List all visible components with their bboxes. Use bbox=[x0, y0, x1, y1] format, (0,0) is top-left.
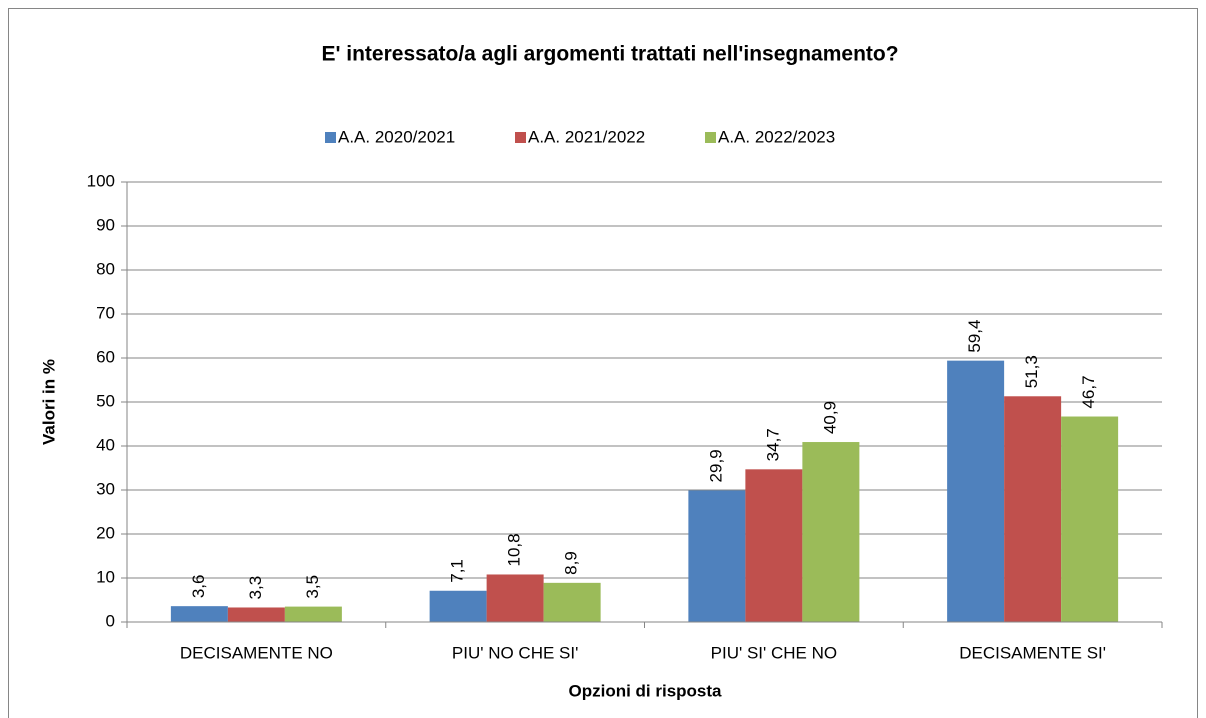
y-tick-label: 100 bbox=[87, 171, 115, 190]
x-tick-label: DECISAMENTE NO bbox=[180, 643, 333, 662]
data-label: 29,9 bbox=[706, 449, 725, 482]
data-label: 46,7 bbox=[1079, 375, 1098, 408]
bar bbox=[227, 607, 285, 622]
x-tick-label: DECISAMENTE SI' bbox=[959, 643, 1106, 662]
bar bbox=[543, 582, 601, 622]
data-label: 59,4 bbox=[965, 320, 984, 353]
data-label: 10,8 bbox=[505, 533, 524, 566]
bar bbox=[1004, 396, 1062, 622]
bar bbox=[802, 442, 860, 622]
bar bbox=[688, 490, 746, 622]
bar bbox=[429, 590, 487, 622]
y-tick-label: 70 bbox=[96, 303, 115, 322]
bar bbox=[947, 360, 1005, 622]
data-label: 40,9 bbox=[820, 401, 839, 434]
bar bbox=[170, 606, 228, 622]
legend-label: A.A. 2020/2021 bbox=[338, 127, 455, 146]
data-label: 51,3 bbox=[1022, 355, 1041, 388]
data-label: 3,5 bbox=[303, 575, 322, 599]
legend-swatch bbox=[705, 132, 716, 143]
y-tick-label: 80 bbox=[96, 259, 115, 278]
x-axis-label: Opzioni di risposta bbox=[568, 681, 722, 700]
legend-swatch bbox=[325, 132, 336, 143]
chart-title: E' interessato/a agli argomenti trattati… bbox=[321, 43, 898, 66]
x-tick-label: PIU' NO CHE SI' bbox=[452, 643, 578, 662]
y-tick-label: 10 bbox=[96, 567, 115, 586]
data-label: 3,3 bbox=[246, 576, 265, 600]
y-tick-label: 40 bbox=[96, 435, 115, 454]
y-tick-label: 20 bbox=[96, 523, 115, 542]
bar bbox=[745, 469, 803, 622]
legend-label: A.A. 2022/2023 bbox=[718, 127, 835, 146]
bar bbox=[1061, 416, 1119, 622]
x-tick-label: PIU' SI' CHE NO bbox=[711, 643, 837, 662]
y-tick-label: 30 bbox=[96, 479, 115, 498]
y-tick-label: 60 bbox=[96, 347, 115, 366]
data-label: 3,6 bbox=[189, 575, 208, 599]
legend-swatch bbox=[515, 132, 526, 143]
data-label: 7,1 bbox=[448, 559, 467, 583]
y-tick-label: 0 bbox=[106, 611, 115, 630]
y-axis-label: Valori in % bbox=[39, 359, 58, 445]
bar bbox=[284, 606, 342, 622]
y-tick-label: 90 bbox=[96, 215, 115, 234]
y-tick-label: 50 bbox=[96, 391, 115, 410]
data-label: 34,7 bbox=[763, 428, 782, 461]
legend-label: A.A. 2021/2022 bbox=[528, 127, 645, 146]
data-label: 8,9 bbox=[562, 551, 581, 575]
bar bbox=[486, 574, 544, 622]
